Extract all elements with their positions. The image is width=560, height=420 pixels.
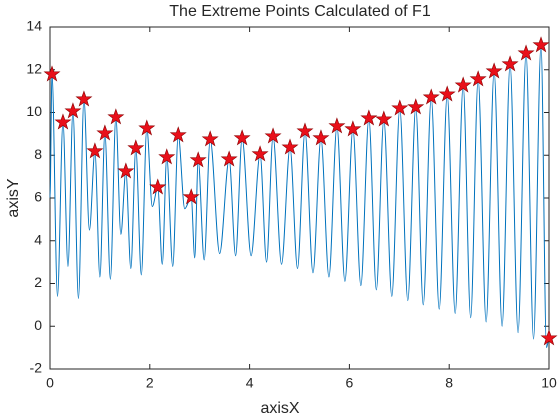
x-tick-label: 8 — [445, 375, 453, 391]
extreme-point — [312, 129, 330, 146]
y-tick-label: 0 — [34, 317, 42, 333]
x-tick-label: 0 — [46, 375, 54, 391]
extreme-point — [391, 99, 409, 116]
extreme-point — [328, 117, 346, 134]
extreme-point — [281, 138, 299, 155]
extreme-point — [360, 109, 378, 126]
extreme-point — [96, 124, 114, 141]
x-tick-label: 2 — [146, 375, 154, 391]
extreme-point — [64, 102, 82, 119]
extreme-point — [407, 98, 425, 115]
extreme-point — [86, 142, 104, 159]
extreme-point — [189, 151, 207, 168]
extreme-point — [422, 88, 440, 105]
extreme-point — [158, 148, 176, 165]
extreme-point — [138, 119, 156, 136]
extreme-point — [220, 150, 238, 167]
y-tick-label: 2 — [34, 274, 42, 290]
extreme-point — [75, 90, 93, 107]
extreme-point — [117, 162, 135, 179]
extreme-point — [107, 108, 125, 125]
extreme-point — [182, 188, 200, 205]
extreme-point — [43, 65, 61, 82]
extreme-point — [532, 36, 550, 53]
extreme-point — [296, 122, 314, 139]
extreme-point — [438, 85, 456, 102]
extreme-point — [233, 129, 251, 146]
y-tick-label: 10 — [26, 103, 42, 119]
extreme-point — [485, 62, 503, 79]
y-tick-label: 12 — [26, 60, 42, 76]
y-tick-label: 8 — [34, 146, 42, 162]
extreme-point — [201, 130, 219, 147]
extreme-point — [540, 329, 558, 346]
y-tick-label: -2 — [30, 360, 43, 376]
chart-title: The Extreme Points Calculated of F1 — [169, 3, 431, 20]
x-tick-label: 6 — [346, 375, 354, 391]
extreme-point — [517, 44, 535, 61]
extreme-point — [127, 139, 145, 156]
y-tick-label: 4 — [34, 231, 42, 247]
y-tick-label: 14 — [26, 18, 42, 34]
x-axis-label: axisX — [260, 400, 299, 417]
extreme-point — [149, 178, 167, 195]
extreme-point — [344, 120, 362, 137]
x-tick-label: 4 — [246, 375, 254, 391]
extreme-point — [469, 70, 487, 87]
extreme-point — [54, 113, 72, 130]
extreme-point — [375, 110, 393, 127]
extreme-point — [251, 145, 269, 162]
data-line — [49, 44, 550, 349]
extreme-point — [264, 127, 282, 144]
x-tick-label: 10 — [541, 375, 557, 391]
extreme-point — [501, 55, 519, 72]
y-tick-label: 6 — [34, 189, 42, 205]
extreme-point — [454, 76, 472, 93]
y-axis-label: axisY — [5, 178, 22, 217]
extreme-point — [169, 126, 187, 143]
